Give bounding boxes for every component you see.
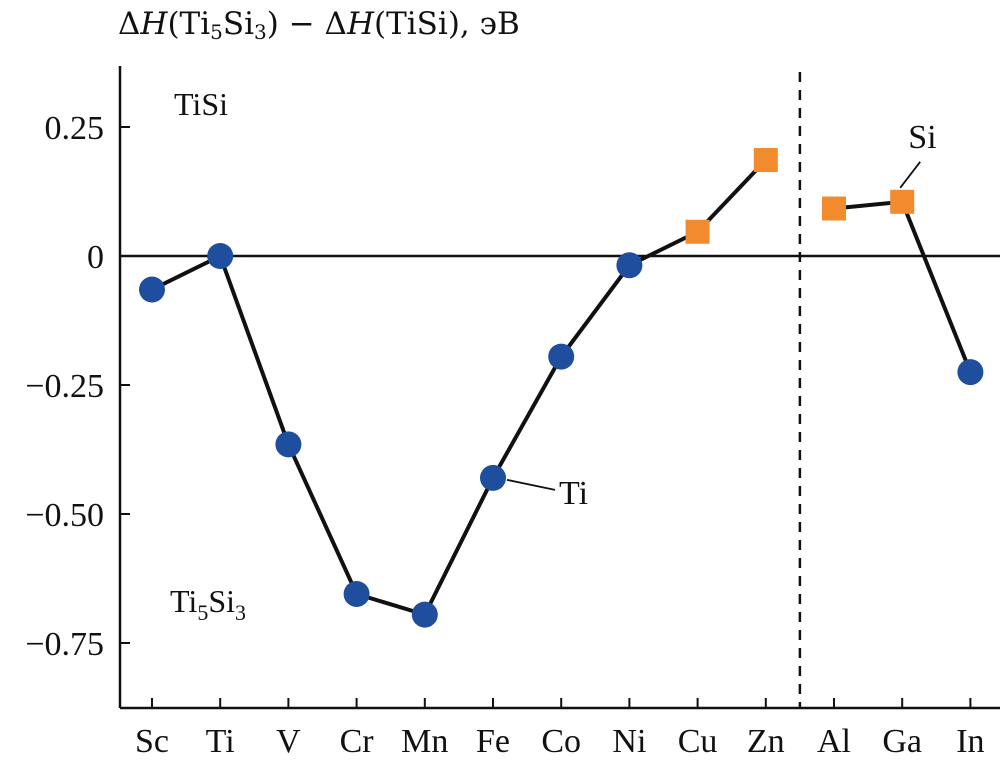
data-point-in	[957, 359, 984, 386]
x-tick-label: Sc	[135, 723, 169, 760]
data-point-mn	[411, 601, 438, 628]
x-tick-label: Mn	[401, 723, 448, 760]
data-point-zn	[753, 148, 778, 173]
region-label-tisi: TiSi	[174, 86, 228, 122]
x-tick-label: Al	[817, 723, 851, 760]
data-point-cu	[685, 219, 710, 244]
y-tick-label: −0.75	[25, 626, 104, 663]
x-tick-label: Ni	[612, 723, 646, 760]
annotation-leader	[899, 161, 921, 189]
chart-title: ΔH(Ti5Si3) − ΔH(TiSi), эВ	[118, 6, 520, 44]
x-tick-label: Cr	[340, 723, 375, 760]
x-tick-label: Cu	[678, 723, 718, 760]
annotation-label-si: Si	[908, 119, 936, 156]
data-point-co	[548, 343, 575, 370]
data-point-v	[275, 431, 302, 458]
data-point-fe	[480, 464, 506, 491]
series-line	[151, 158, 768, 617]
axis-labels: Ti Si Ti5Si3 0.25 0 −0.25 −0.50 −0.75 Sc Ti V Cr M…	[25, 86, 984, 760]
data-point-al	[822, 196, 846, 221]
data-point-cr	[343, 580, 370, 607]
data-markers	[139, 148, 984, 628]
x-tick-label: V	[276, 723, 301, 760]
annotations: Ti Si	[506, 119, 937, 512]
annotation-label-ti: Ti	[559, 475, 588, 512]
x-tick-label: In	[956, 723, 984, 760]
y-tick-label: 0	[87, 239, 104, 276]
x-tick-label: Ti	[206, 723, 235, 760]
y-tick-label: −0.25	[25, 368, 104, 405]
data-point-ga	[890, 189, 915, 214]
series-line	[833, 199, 973, 373]
x-tick-label: Zn	[747, 723, 785, 760]
series-lines	[151, 158, 973, 617]
x-tick-label: Ga	[882, 723, 922, 760]
y-tick-label: −0.50	[25, 497, 104, 534]
data-point-ni	[616, 252, 643, 279]
annotation-leader	[506, 478, 556, 491]
x-tick-label: Co	[541, 723, 581, 760]
y-tick-label: 0.25	[45, 110, 105, 147]
region-label-ti5si3: Ti5Si3	[170, 583, 246, 625]
data-point-sc	[139, 276, 165, 303]
x-tick-label: Fe	[476, 723, 510, 760]
data-point-ti	[207, 243, 234, 269]
axes	[118, 66, 1000, 710]
